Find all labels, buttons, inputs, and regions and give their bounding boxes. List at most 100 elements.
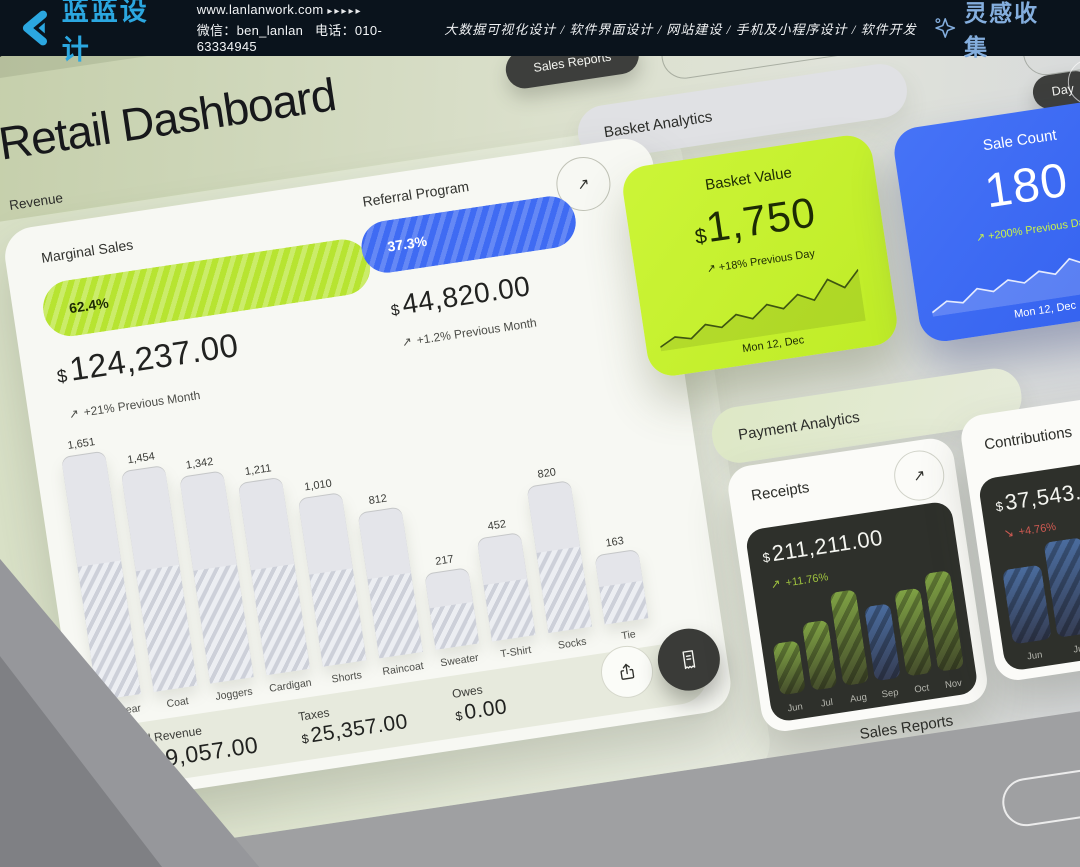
bar-category-label: Outwear bbox=[100, 702, 142, 720]
receipts-expand-button[interactable]: ↗ bbox=[890, 447, 948, 504]
owes-value: $0.00 bbox=[453, 695, 508, 726]
sparkle-star-icon bbox=[934, 18, 955, 38]
revenue-card: ↗ Marginal Sales 62.4% $124,237.00 ↗ +21%… bbox=[1, 134, 735, 806]
bar bbox=[424, 568, 480, 650]
referral-change-text: +1.2% Previous Month bbox=[415, 315, 538, 348]
bar-value-label: 452 bbox=[486, 518, 507, 533]
chart-bar-column: 820 Socks bbox=[524, 464, 595, 652]
bar-category-label: Coat bbox=[165, 695, 190, 711]
brand-name: 蓝蓝设计 bbox=[61, 0, 149, 65]
month-label: Jun bbox=[1026, 649, 1044, 663]
lanlan-logo-icon bbox=[22, 10, 48, 46]
brand-header: 蓝蓝设计 www.lanlanwork.com ▸▸▸▸▸ 微信：ben_lan… bbox=[0, 0, 1080, 65]
bar bbox=[357, 507, 423, 659]
currency-symbol: $ bbox=[55, 365, 70, 387]
bar-category-label: Raincoat bbox=[381, 659, 425, 678]
collect-logo[interactable]: 灵感收集 bbox=[933, 0, 1062, 62]
basket-value-number: 1,750 bbox=[703, 188, 819, 252]
bar-value-label: 163 bbox=[604, 534, 625, 550]
marginal-sales-label: Marginal Sales bbox=[40, 236, 135, 266]
chart-bar-column: 812 Raincoat bbox=[355, 491, 426, 678]
sale-count-card[interactable]: Sale Count 180 ↗ +200% Previous Day Mon … bbox=[890, 93, 1080, 345]
currency-symbol: $ bbox=[454, 708, 464, 724]
receipt-icon bbox=[682, 650, 696, 670]
mini-bar bbox=[829, 589, 870, 687]
share-button[interactable] bbox=[597, 642, 657, 702]
chart-bar-column: 217 Sweater bbox=[422, 551, 482, 669]
basket-change-text: +18% Previous Day bbox=[718, 247, 816, 274]
mini-bar bbox=[1002, 564, 1052, 645]
bar-value-label: 1,651 bbox=[66, 436, 96, 453]
bar-value-label: 812 bbox=[367, 492, 388, 508]
bar bbox=[594, 549, 649, 625]
services-nav[interactable]: 大数据可视化设计 / 软件界面设计 / 网站建设 / 手机及小程序设计 / 软件… bbox=[444, 21, 917, 37]
chart-bar-column: 163 Tie bbox=[592, 533, 651, 644]
bar-category-label: Joggers bbox=[214, 685, 254, 703]
month-label: Jul bbox=[1072, 642, 1080, 656]
revenue-section-label: Revenue bbox=[8, 190, 64, 213]
contact-block: www.lanlanwork.com ▸▸▸▸▸ 微信：ben_lanlan 电… bbox=[197, 2, 429, 54]
receipts-panel: $211,211.00 ↗ +11.76% Jun Jul Aug Sep Oct Nov bbox=[744, 500, 979, 723]
page-title: Retail Dashboard bbox=[0, 68, 339, 170]
contact-line: 微信：ben_lanlan 电话：010-63334945 bbox=[197, 20, 429, 54]
basket-value-sparkline bbox=[659, 269, 866, 352]
arrow-up-right-icon: ↗ bbox=[576, 175, 591, 194]
sale-count-number: 180 bbox=[981, 153, 1072, 219]
marginal-amount: 124,237.00 bbox=[67, 325, 241, 388]
arrows-decoration: ▸▸▸▸▸ bbox=[327, 6, 363, 17]
share-icon bbox=[620, 663, 635, 680]
receipts-card[interactable]: Receipts ↗ $211,211.00 ↗ +11.76% Jun Jul Au… bbox=[725, 435, 991, 735]
bottomright-outline-pill[interactable] bbox=[999, 766, 1080, 830]
mini-bar bbox=[772, 640, 806, 696]
totals-band: Total Revenue $169,057.00 Taxes $25,357.… bbox=[95, 624, 725, 791]
website-line[interactable]: www.lanlanwork.com ▸▸▸▸▸ bbox=[197, 2, 429, 17]
referral-program-value: $44,820.00 bbox=[388, 270, 532, 323]
bar-category-label: Shorts bbox=[330, 669, 363, 686]
mini-bar bbox=[801, 619, 838, 691]
receipts-bar-chart bbox=[761, 539, 965, 696]
bar-category-label: Sweater bbox=[439, 651, 480, 670]
basket-value-card[interactable]: Basket Value $1,750 ↗ +18% Previous Day … bbox=[619, 132, 901, 380]
mini-bar bbox=[894, 587, 933, 677]
month-label: Jun bbox=[786, 701, 804, 715]
bar bbox=[476, 533, 536, 642]
bar-category-label: Cardigan bbox=[268, 676, 313, 695]
sale-count-sparkline bbox=[931, 234, 1080, 317]
bar-value-label: 1,454 bbox=[126, 450, 156, 467]
bar bbox=[526, 481, 592, 634]
referral-program-label: Referral Program bbox=[361, 178, 471, 210]
taxes-item: Taxes $25,357.00 bbox=[297, 694, 409, 749]
brand-logo[interactable]: 蓝蓝设计 bbox=[18, 0, 171, 67]
bar-value-label: 820 bbox=[536, 466, 557, 481]
owes-item: Owes $0.00 bbox=[451, 679, 509, 726]
receipt-button[interactable] bbox=[653, 624, 725, 695]
tab-sales-reports[interactable]: Sales Reports bbox=[503, 56, 642, 91]
month-label: Aug bbox=[849, 691, 868, 706]
bar bbox=[297, 493, 367, 667]
marginal-sales-percent: 62.4% bbox=[67, 294, 110, 317]
referral-program-percent: 37.3% bbox=[386, 232, 428, 255]
basket-section-label: Basket Analytics bbox=[602, 107, 714, 141]
month-label: Nov bbox=[944, 677, 963, 691]
owes-amount: 0.00 bbox=[462, 695, 509, 725]
phone-label: 电话：010-63334945 bbox=[196, 23, 383, 54]
currency-symbol: $ bbox=[128, 757, 139, 774]
bar-category-label: Socks bbox=[557, 635, 588, 652]
mini-bar bbox=[864, 603, 901, 682]
mockup-stage: j Retail Dashboard Sales Reports Basket … bbox=[0, 56, 1080, 867]
arrow-up-right-icon: ↗ bbox=[911, 466, 927, 486]
bar-value-label: 1,010 bbox=[303, 477, 333, 494]
currency-symbol: $ bbox=[300, 731, 311, 747]
month-label: Oct bbox=[913, 682, 930, 696]
currency-symbol: $ bbox=[389, 301, 402, 320]
currency-symbol: $ bbox=[994, 498, 1005, 515]
bar-value-label: 1,342 bbox=[185, 455, 215, 472]
website-url: www.lanlanwork.com bbox=[196, 2, 324, 17]
trend-up-icon: ↗ bbox=[400, 334, 413, 350]
bar-category-label: Tie bbox=[620, 628, 637, 643]
bar-value-label: 217 bbox=[434, 553, 455, 568]
month-label: Jul bbox=[820, 696, 834, 710]
total-revenue-item: Total Revenue $169,057.00 bbox=[125, 715, 260, 777]
currency-symbol: $ bbox=[761, 549, 772, 566]
